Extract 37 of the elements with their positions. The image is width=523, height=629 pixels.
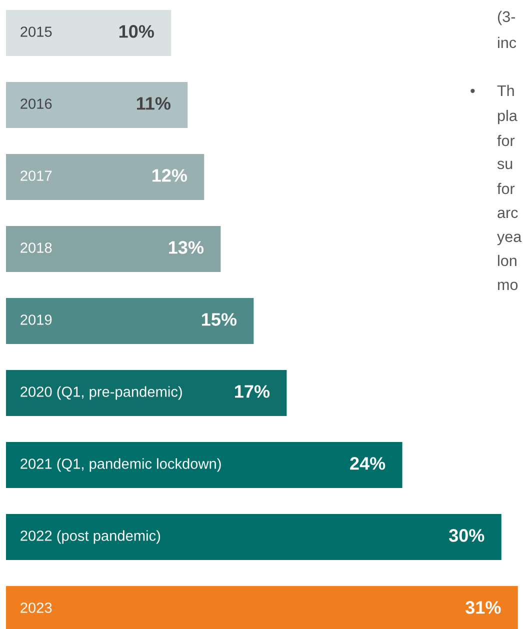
data-label: 30% [448, 529, 484, 542]
y-tick-label: 2016 [20, 98, 52, 109]
y-tick-label: 2019 [20, 314, 52, 325]
annotation: su [497, 160, 512, 170]
annotation: arc [498, 210, 518, 218]
bar [6, 226, 221, 272]
annotation: (3- [498, 10, 515, 26]
annotation: mo [498, 282, 518, 290]
bar [6, 82, 188, 128]
data-label: 12% [152, 169, 188, 182]
data-label: 24% [350, 457, 386, 470]
data-label: 15% [202, 313, 237, 326]
bar [6, 442, 402, 488]
bar [6, 370, 287, 416]
annotation: for [497, 134, 515, 146]
bar [6, 514, 502, 560]
y-tick-label: 2017 [20, 170, 52, 181]
data-label: 31% [465, 601, 501, 614]
data-label: 10% [119, 25, 154, 38]
annotation: inc [498, 36, 516, 48]
bar [6, 154, 204, 200]
annotation: lon [498, 254, 516, 266]
data-label: 11% [136, 97, 170, 110]
annotation: yea [497, 234, 522, 246]
text: • Th [470, 84, 514, 96]
data-label: 17% [235, 385, 270, 398]
y-tick-label: 2020 (Q1, pre-pandemic) [20, 386, 182, 400]
bar [6, 10, 172, 56]
y-tick-label: 2015 [20, 26, 52, 37]
y-tick-label: 2021 (Q1, pandemic lockdown) [20, 458, 221, 472]
bar [6, 298, 254, 344]
annotation: pla [498, 110, 518, 124]
annotation: for [497, 182, 515, 194]
data-label: 13% [168, 241, 204, 254]
y-tick-label: 2022 (post pandemic) [20, 530, 160, 544]
y-tick-label: 2023 [20, 602, 52, 613]
y-tick-label: 2018 [20, 242, 52, 253]
